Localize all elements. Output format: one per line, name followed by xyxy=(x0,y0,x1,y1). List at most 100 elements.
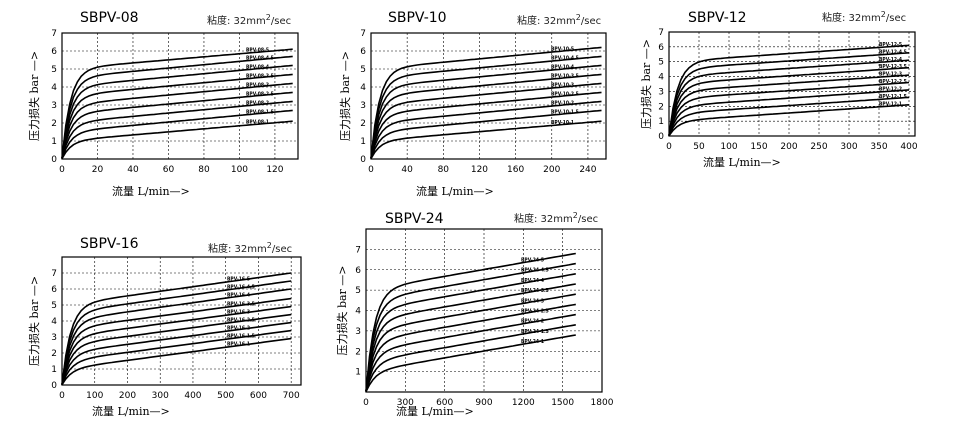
series-line-bpv-10-2 xyxy=(370,100,602,159)
y-tick-label: 6 xyxy=(355,266,361,276)
y-tick-label: 2 xyxy=(51,349,57,359)
y-tick-label: 2 xyxy=(658,102,664,112)
series-label: BPV-12-1.5 xyxy=(879,94,907,100)
x-tick-label: 0 xyxy=(59,165,65,175)
series-label: BPV-24-2 xyxy=(521,319,544,325)
series-line-bpv-12-4 xyxy=(668,59,910,136)
series-label: BPV-08-1 xyxy=(246,120,269,126)
viscosity-note: 粘度: 32mm2/sec xyxy=(514,211,598,225)
x-tick-label: 80 xyxy=(438,165,450,175)
y-tick-label: 1 xyxy=(360,137,366,147)
y-axis-label: 压力损失 bar —> xyxy=(27,276,41,366)
series-line-bpv-12-3 xyxy=(668,74,910,136)
y-tick-label: 7 xyxy=(658,28,664,38)
y-tick-label: 5 xyxy=(360,65,366,75)
series-line-bpv-08-4.5 xyxy=(61,55,293,159)
series-line-bpv-08-1.5 xyxy=(61,109,293,159)
series-label: BPV-12-2 xyxy=(879,86,902,92)
x-axis-label: 流量 L/min—> xyxy=(92,404,170,418)
chart-sbpv-24: 0 300 600 900 1200 1500 1800 1 2 3 4 5 6 7 SBPV-24 粘度: … xyxy=(335,211,614,418)
x-tick-label: 1200 xyxy=(512,398,535,408)
series-label: BPV-12-3.5 xyxy=(879,64,907,70)
chart-sbpv-12: 0 50 100 150 200 250 300 350 400 0 1 2 3 4 5 6 7 SBPV-12 粘… xyxy=(639,10,918,169)
y-tick-label: 0 xyxy=(51,381,57,391)
chart-title: SBPV-08 xyxy=(80,10,139,26)
series-label: BPV-24-2.5 xyxy=(521,308,549,314)
y-tick-label: 4 xyxy=(658,73,664,83)
x-tick-label: 1500 xyxy=(551,398,574,408)
series-label: BPV-16-2.5 xyxy=(227,318,255,324)
series-line-bpv-10-5 xyxy=(370,46,602,159)
y-tick-label: 1 xyxy=(51,365,57,375)
y-tick-label: 5 xyxy=(51,301,57,311)
y-tick-label: 5 xyxy=(355,286,361,296)
x-axis-label: 流量 L/min—> xyxy=(416,184,494,198)
x-tick-label: 120 xyxy=(471,165,488,175)
series-label: BPV-08-5 xyxy=(246,48,269,54)
series-label: BPV-12-2.5 xyxy=(879,79,907,85)
x-tick-label: 350 xyxy=(870,142,887,152)
y-tick-label: 4 xyxy=(51,317,57,327)
series-label: BPV-10-4 xyxy=(551,65,574,71)
series-label: BPV-12-4.5 xyxy=(879,49,907,55)
series-line-bpv-16-2 xyxy=(61,321,292,385)
series-label: BPV-16-1.5 xyxy=(227,334,255,340)
y-tick-label: 0 xyxy=(51,155,57,165)
series-label: BPV-10-5 xyxy=(551,47,574,53)
series-line-bpv-12-4.5 xyxy=(668,52,910,136)
series-line-bpv-10-1 xyxy=(370,120,602,160)
chart-title: SBPV-24 xyxy=(385,211,444,227)
x-tick-label: 200 xyxy=(543,165,560,175)
x-tick-label: 250 xyxy=(810,142,827,152)
series-label: BPV-08-4 xyxy=(246,64,269,70)
series-line-bpv-10-4 xyxy=(370,64,602,159)
series-line-bpv-12-5 xyxy=(668,44,910,136)
series-line-bpv-08-3 xyxy=(61,82,293,159)
y-tick-label: 0 xyxy=(360,155,366,165)
x-tick-label: 0 xyxy=(363,398,369,408)
series-label: BPV-12-3 xyxy=(879,72,902,78)
viscosity-note: 粘度: 32mm2/sec xyxy=(207,13,291,27)
series-line-bpv-24-4.5 xyxy=(365,262,576,392)
viscosity-note: 粘度: 32mm2/sec xyxy=(517,13,601,27)
x-tick-label: 100 xyxy=(720,142,737,152)
x-tick-label: 300 xyxy=(840,142,857,152)
x-axis-label: 流量 L/min—> xyxy=(396,404,474,418)
y-tick-label: 2 xyxy=(355,347,361,357)
y-tick-label: 7 xyxy=(360,29,366,39)
y-tick-label: 3 xyxy=(51,101,57,111)
y-tick-label: 7 xyxy=(51,269,57,279)
series-line-bpv-16-5 xyxy=(61,272,292,385)
series-label: BPV-12-5 xyxy=(879,42,902,48)
series-line-bpv-16-4 xyxy=(61,288,292,385)
series-line-bpv-08-5 xyxy=(61,48,293,159)
series-label: BPV-10-2 xyxy=(551,101,574,107)
y-tick-label: 7 xyxy=(51,29,57,39)
series-label: BPV-08-2.5 xyxy=(246,91,274,97)
series-label: BPV-16-2 xyxy=(227,326,250,332)
x-tick-label: 600 xyxy=(436,398,453,408)
series-line-bpv-10-2.5 xyxy=(370,91,602,159)
y-tick-label: 0 xyxy=(658,132,664,142)
x-axis-label: 流量 L/min—> xyxy=(112,184,190,198)
series-line-bpv-24-1 xyxy=(365,334,576,392)
x-tick-label: 0 xyxy=(666,142,672,152)
series-label: BPV-24-1 xyxy=(521,339,544,345)
series-line-bpv-12-2.5 xyxy=(668,81,910,136)
y-tick-label: 2 xyxy=(360,119,366,129)
x-tick-label: 100 xyxy=(231,165,248,175)
y-tick-label: 3 xyxy=(658,87,664,97)
series-line-bpv-24-5 xyxy=(365,252,576,392)
series-label: BPV-16-5 xyxy=(227,276,250,282)
x-tick-label: 400 xyxy=(184,391,201,401)
y-tick-label: 1 xyxy=(51,137,57,147)
y-axis-label: 压力损失 bar —> xyxy=(639,39,653,129)
x-tick-label: 500 xyxy=(217,391,234,401)
series-line-bpv-10-1.5 xyxy=(370,109,602,159)
plot-frame xyxy=(668,31,916,137)
x-tick-label: 80 xyxy=(198,165,210,175)
chart-title: SBPV-16 xyxy=(80,236,139,252)
viscosity-note: 粘度: 32mm2/sec xyxy=(822,10,906,24)
series-line-bpv-24-4 xyxy=(365,273,576,392)
